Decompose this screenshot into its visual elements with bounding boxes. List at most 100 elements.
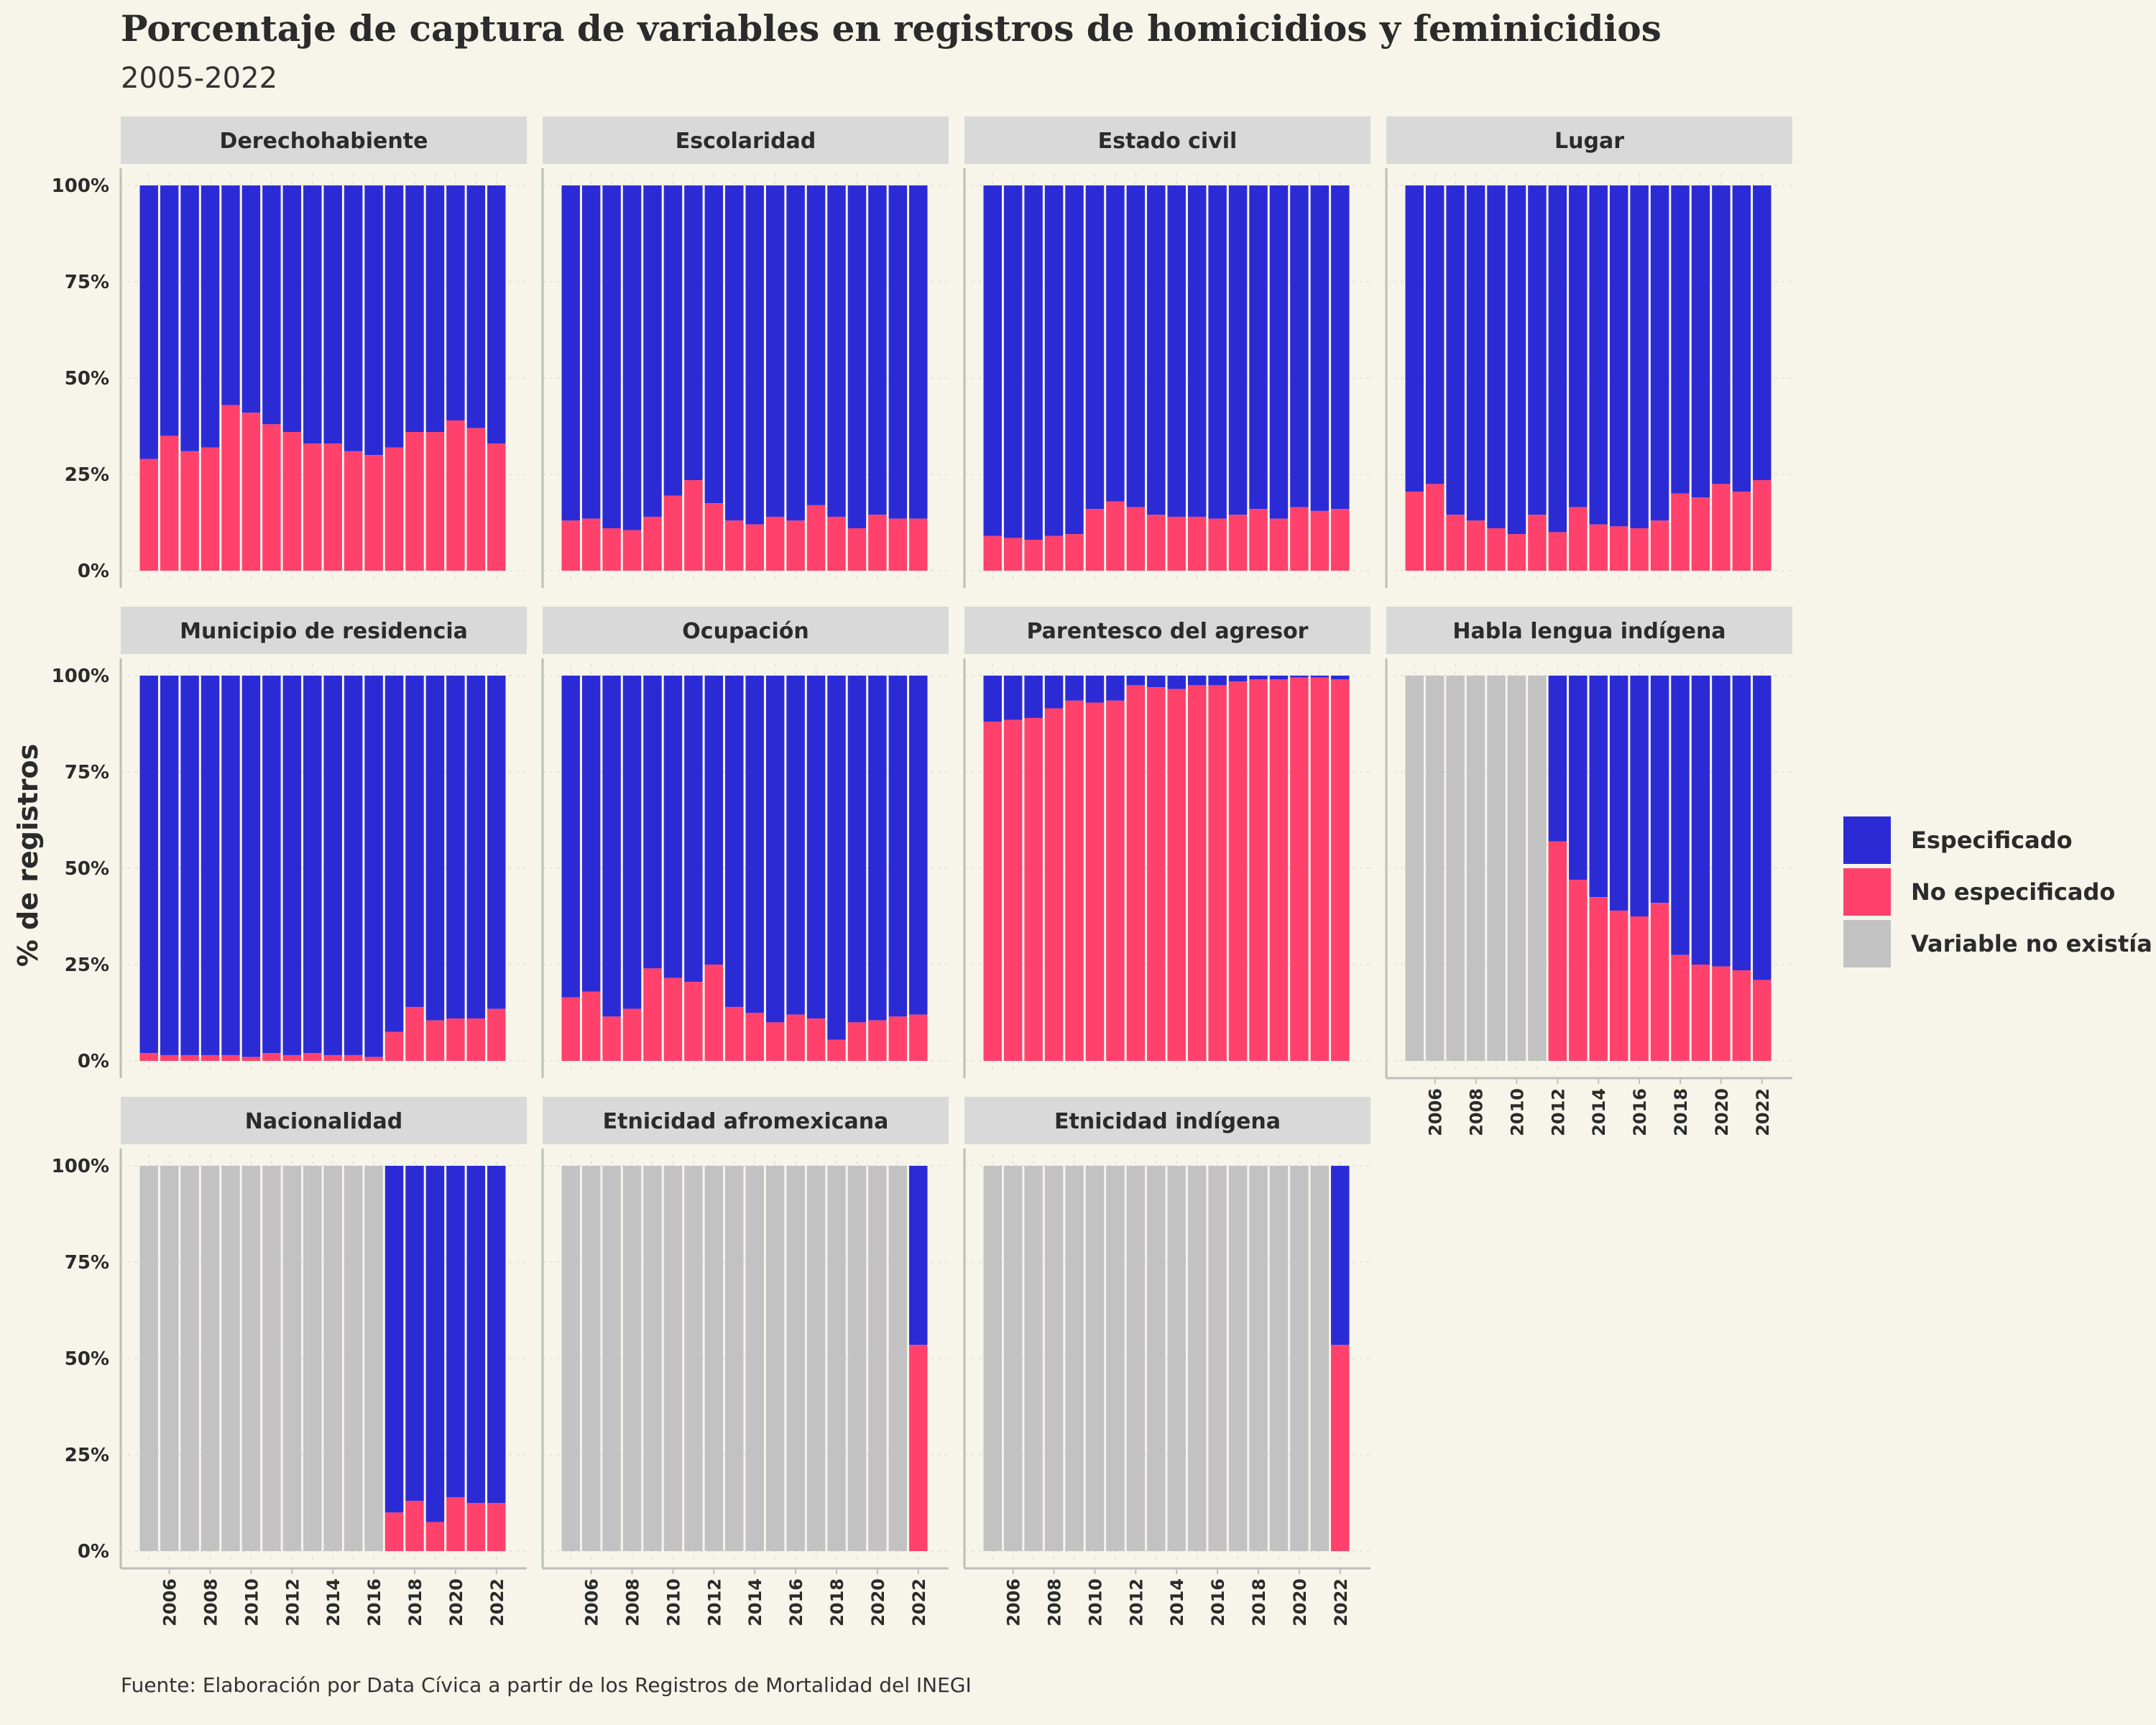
legend-item-especificado: Especificado	[1843, 816, 2073, 864]
bar-especificado	[446, 676, 465, 1019]
bar-variable-no-existia	[643, 1166, 662, 1551]
bar-no-especificado	[180, 451, 199, 571]
bar-no-especificado	[466, 1503, 486, 1551]
bar-especificado	[663, 185, 683, 496]
bar-especificado	[1208, 676, 1227, 686]
bar-no-especificado	[323, 1054, 342, 1061]
bar-no-especificado	[1024, 540, 1043, 571]
bar-especificado	[1548, 676, 1567, 842]
bar-no-especificado	[704, 965, 724, 1061]
bar-especificado	[1569, 676, 1588, 880]
panel-strip	[543, 116, 949, 164]
bar-no-especificado	[1753, 980, 1772, 1061]
bar-especificado	[425, 676, 445, 1021]
bar-especificado	[1589, 676, 1608, 898]
bar-no-especificado	[1106, 501, 1125, 571]
bar-variable-no-existia	[364, 1166, 383, 1551]
bar-especificado	[221, 676, 240, 1055]
bar-no-especificado	[1310, 510, 1330, 571]
x-tick-label: 2010	[1085, 1578, 1105, 1627]
panel-title: Lugar	[1554, 129, 1624, 154]
bar-no-especificado	[1609, 910, 1628, 1061]
bar-especificado	[643, 185, 662, 517]
bar-no-especificado	[241, 1057, 261, 1061]
bar-no-especificado	[888, 1016, 908, 1061]
x-tick-label: 2016	[364, 1578, 384, 1627]
bar-no-especificado	[806, 1018, 826, 1061]
bar-especificado	[684, 185, 703, 481]
bar-especificado	[487, 676, 506, 1009]
bar-no-especificado	[487, 1008, 506, 1061]
x-tick-label: 2020	[1712, 1088, 1732, 1136]
bar-no-especificado	[466, 1018, 486, 1061]
bar-no-especificado	[425, 1020, 445, 1061]
x-tick-label: 2006	[1004, 1578, 1024, 1627]
bar-no-especificado	[561, 997, 580, 1061]
bar-no-especificado	[581, 991, 601, 1061]
bar-especificado	[1331, 1166, 1350, 1346]
bar-especificado	[1044, 676, 1064, 709]
bar-variable-no-existia	[139, 1166, 158, 1551]
bar-no-especificado	[1548, 841, 1567, 1061]
panel-derechohabiente: Derechohabiente 0% 25% 50% 75% 100%	[52, 116, 527, 588]
bar-especificado	[1753, 185, 1772, 481]
bar-variable-no-existia	[765, 1166, 785, 1551]
x-tick-label: 2018	[405, 1578, 425, 1627]
bar-no-especificado	[847, 1022, 867, 1061]
panel-title: Derechohabiente	[220, 129, 428, 154]
bar-no-especificado	[1228, 681, 1248, 1061]
bar-variable-no-existia	[1106, 1166, 1125, 1551]
bar-especificado	[364, 676, 383, 1057]
bar-no-especificado	[405, 432, 424, 571]
bar-variable-no-existia	[684, 1166, 703, 1551]
bar-variable-no-existia	[344, 1166, 363, 1551]
bar-especificado	[765, 676, 785, 1023]
bar-especificado	[425, 185, 445, 433]
bar-no-especificado	[1528, 515, 1547, 571]
bar-no-especificado	[1065, 700, 1084, 1061]
bar-no-especificado	[1753, 480, 1772, 571]
x-tick-label: 2006	[1426, 1088, 1446, 1136]
bar-no-especificado	[1589, 897, 1608, 1061]
x-tick-label: 2018	[1249, 1578, 1269, 1627]
bar-especificado	[1249, 676, 1268, 680]
bar-especificado	[1126, 676, 1146, 686]
bar-especificado	[1310, 185, 1330, 511]
x-tick-label: 2018	[1671, 1088, 1691, 1136]
bar-variable-no-existia	[1507, 676, 1526, 1061]
bar-no-especificado	[1269, 679, 1289, 1061]
legend: Especificado No especificado Variable no e…	[1843, 816, 2152, 967]
bar-especificado	[847, 185, 867, 529]
bar-no-especificado	[827, 1039, 846, 1061]
bar-no-especificado	[1691, 497, 1710, 571]
bar-no-especificado	[1147, 687, 1166, 1061]
bar-variable-no-existia	[1446, 676, 1465, 1061]
bar-no-especificado	[1269, 518, 1289, 571]
bar-especificado	[1003, 676, 1023, 720]
bar-especificado	[1732, 676, 1751, 971]
bar-especificado	[1228, 676, 1248, 682]
bar-especificado	[1712, 676, 1731, 967]
bar-no-especificado	[405, 1501, 424, 1551]
x-tick-label: 2012	[1126, 1578, 1146, 1627]
panel-municipio-de-residencia: Municipio de residencia 0% 25% 50% 75% 100%	[52, 607, 527, 1078]
bar-especificado	[180, 676, 199, 1055]
bar-especificado	[1331, 676, 1350, 680]
bar-especificado	[1044, 185, 1064, 536]
bar-especificado	[888, 676, 908, 1017]
chart-caption: Fuente: Elaboración por Data Cívica a pa…	[121, 1673, 972, 1697]
bar-variable-no-existia	[160, 1166, 179, 1551]
bar-no-especificado	[663, 978, 683, 1061]
y-tick-label: 0%	[78, 1541, 109, 1563]
bar-no-especificado	[364, 1057, 383, 1061]
panel-ocupacion: Ocupación	[541, 607, 949, 1078]
y-tick-label: 25%	[65, 464, 109, 486]
x-tick-label: 2014	[323, 1578, 344, 1627]
x-tick-label: 2014	[1167, 1578, 1187, 1627]
bar-no-especificado	[1487, 528, 1506, 571]
panel-lugar: Lugar	[1385, 116, 1792, 588]
legend-label: Variable no existía	[1911, 930, 2152, 957]
bar-no-especificado	[160, 1054, 179, 1061]
bar-especificado	[765, 185, 785, 517]
panel-strip	[121, 1097, 527, 1144]
